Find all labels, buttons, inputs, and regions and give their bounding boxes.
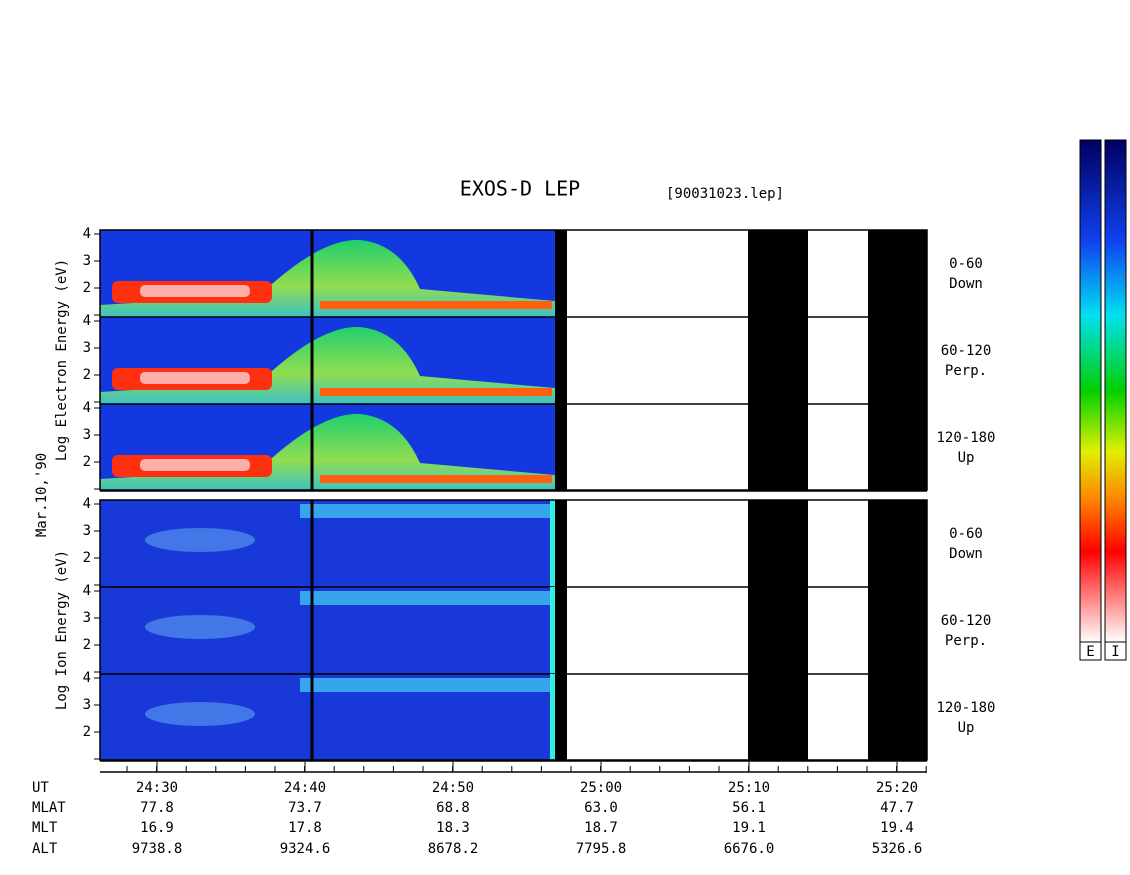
row-name: ALT (32, 841, 58, 857)
cell: 25:00 (580, 780, 622, 796)
colorbar-e (1079, 139, 1102, 643)
energy-feature (140, 372, 250, 384)
cell: 73.7 (288, 800, 322, 816)
cell: 5326.6 (872, 841, 923, 857)
panel-frame (99, 229, 928, 491)
cell: 24:40 (284, 780, 326, 796)
y-tick-label: 4 (83, 496, 91, 512)
channel-range: 0-60 (949, 526, 983, 542)
row-name: MLT (32, 820, 58, 836)
energy-feature (140, 459, 250, 471)
cell: 24:30 (136, 780, 178, 796)
row-name: UT (32, 780, 49, 796)
cell: 25:10 (728, 780, 770, 796)
no-data (868, 500, 927, 760)
energy-feature (300, 678, 552, 692)
no-data (748, 500, 808, 760)
y-tick-label: 4 (83, 670, 91, 686)
energy-feature (300, 591, 552, 605)
cell: 16.9 (140, 820, 174, 836)
no-data (868, 230, 927, 490)
energy-feature (100, 326, 555, 404)
file-name: [90031023.lep] (666, 186, 784, 202)
cell: 7795.8 (576, 841, 627, 857)
y-tick-label: 2 (83, 280, 91, 296)
y-tick-label: 4 (83, 400, 91, 416)
colorbar-box (1079, 641, 1102, 661)
colorbar-box (1104, 641, 1127, 661)
title: EXOS-D LEP (460, 177, 580, 201)
date: Mar.10,'90 (34, 453, 50, 537)
y-tick-label: 2 (83, 550, 91, 566)
no-data (555, 500, 567, 760)
energy-feature (100, 413, 555, 491)
energy-feature (140, 285, 250, 297)
energy-feature (320, 388, 552, 396)
cell: 8678.2 (428, 841, 479, 857)
y-tick-label: 2 (83, 367, 91, 383)
energy-feature (145, 528, 255, 552)
energy-feature (145, 702, 255, 726)
channel-range: 0-60 (949, 256, 983, 272)
cell: 18.7 (584, 820, 618, 836)
cell: 19.1 (732, 820, 766, 836)
cell: 25:20 (876, 780, 918, 796)
energy-feature (550, 587, 555, 674)
cell: 63.0 (584, 800, 618, 816)
cell: 68.8 (436, 800, 470, 816)
cell: 17.8 (288, 820, 322, 836)
channel-range: 60-120 (941, 613, 992, 629)
axis-label: Log Ion Energy (eV) (54, 550, 70, 710)
cell: 56.1 (732, 800, 766, 816)
y-tick-label: 2 (83, 637, 91, 653)
energy-feature (145, 615, 255, 639)
cell: 18.3 (436, 820, 470, 836)
axis-label: Log Electron Energy (eV) (54, 259, 70, 461)
y-tick-label: 4 (83, 313, 91, 329)
colorbar-label: E (1086, 644, 1094, 660)
y-tick-label: 4 (83, 583, 91, 599)
cell: 9738.8 (132, 841, 183, 857)
y-tick-label: 2 (83, 724, 91, 740)
cell: 24:50 (432, 780, 474, 796)
energy-feature (550, 500, 555, 587)
channel-direction: Down (949, 276, 983, 292)
no-data (555, 230, 567, 490)
y-tick-label: 4 (83, 226, 91, 242)
channel-direction: Up (958, 720, 975, 736)
channel-range: 120-180 (936, 700, 995, 716)
row-name: MLAT (32, 800, 66, 816)
panel-frame (99, 499, 928, 761)
y-tick-label: 3 (83, 340, 91, 356)
cell: 77.8 (140, 800, 174, 816)
energy-feature (320, 301, 552, 309)
energy-feature (550, 674, 555, 761)
y-tick-label: 3 (83, 610, 91, 626)
no-data (748, 230, 808, 490)
channel-range: 60-120 (941, 343, 992, 359)
channel-direction: Down (949, 546, 983, 562)
channel-direction: Perp. (945, 363, 987, 379)
y-tick-label: 3 (83, 427, 91, 443)
energy-feature (320, 475, 552, 483)
cell: 47.7 (880, 800, 914, 816)
colorbar-i (1104, 139, 1127, 643)
y-tick-label: 3 (83, 253, 91, 269)
energy-feature (100, 239, 555, 317)
y-tick-label: 2 (83, 454, 91, 470)
y-tick-label: 3 (83, 523, 91, 539)
colorbar-label: I (1111, 644, 1119, 660)
cell: 6676.0 (724, 841, 775, 857)
cell: 9324.6 (280, 841, 331, 857)
energy-feature (300, 504, 552, 518)
y-tick-label: 3 (83, 697, 91, 713)
channel-direction: Perp. (945, 633, 987, 649)
channel-direction: Up (958, 450, 975, 466)
cell: 19.4 (880, 820, 914, 836)
channel-range: 120-180 (936, 430, 995, 446)
